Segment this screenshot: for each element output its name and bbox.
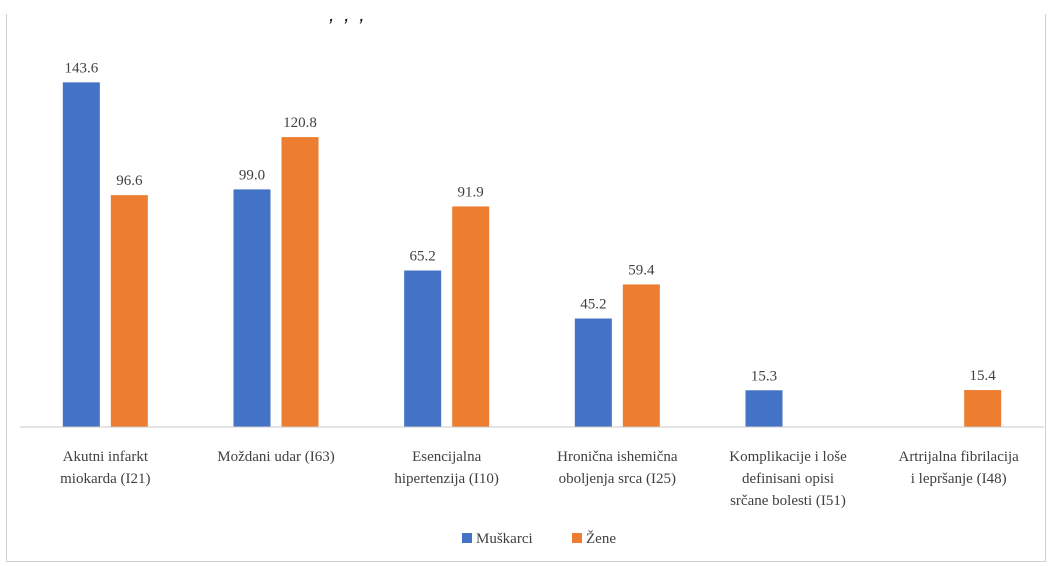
category-label: Esencijalna — [412, 449, 481, 465]
value-label: 15.4 — [970, 368, 997, 384]
legend-swatch — [572, 533, 582, 543]
legend-swatch — [462, 533, 472, 543]
bar-mukarci-3 — [574, 318, 612, 427]
value-label: 45.2 — [580, 297, 606, 313]
value-label: 15.3 — [751, 368, 777, 384]
value-label: 120.8 — [283, 115, 317, 131]
value-label: 96.6 — [116, 173, 143, 189]
bar-ene-1 — [281, 137, 319, 427]
category-label: oboljenja srca (I25) — [559, 471, 676, 487]
category-label: srčane bolesti (I51) — [730, 493, 846, 509]
top-text-fragment: , , , — [329, 4, 367, 26]
value-labels-group: 143.6 96.6 99.0 120.8 65.2 91.9 45.2 59.4 15.3 15… — [64, 60, 996, 384]
bar-ene-3 — [622, 284, 660, 427]
bar-ene-5 — [964, 390, 1002, 427]
category-label: Hronična ishemična — [557, 449, 678, 465]
category-label: hipertenzija (I10) — [394, 471, 499, 487]
category-label: i lepršanje (I48) — [911, 471, 1007, 487]
category-labels-group: Akutni infarkt miokarda (I21) Moždani udar… — [60, 449, 1019, 509]
bar-ene-2 — [452, 206, 490, 427]
legend: Muškarci Žene — [462, 530, 616, 547]
value-label: 91.9 — [458, 184, 484, 200]
category-label: definisani opisi — [742, 471, 834, 487]
bars-group — [62, 82, 1002, 428]
bar-mukarci-4 — [745, 390, 783, 427]
category-label: miokarda (I21) — [60, 471, 150, 487]
category-label: Artrijalna fibrilacija — [898, 449, 1019, 465]
category-label: Moždani udar (I63) — [217, 449, 334, 465]
chart-frame: , , , — [6, 4, 1046, 562]
value-label: 99.0 — [239, 167, 265, 183]
bar-mukarci-0 — [62, 82, 100, 428]
value-label: 143.6 — [64, 60, 98, 76]
bar-mukarci-2 — [404, 270, 442, 427]
bar-mukarci-1 — [233, 189, 271, 427]
value-label: 65.2 — [410, 249, 436, 265]
legend-label: Žene — [586, 530, 616, 547]
legend-label: Muškarci — [476, 531, 533, 547]
category-label: Akutni infarkt — [63, 449, 149, 465]
category-label: Komplikacije i loše — [729, 449, 847, 465]
value-label: 59.4 — [628, 262, 655, 278]
bar-ene-0 — [110, 195, 148, 427]
